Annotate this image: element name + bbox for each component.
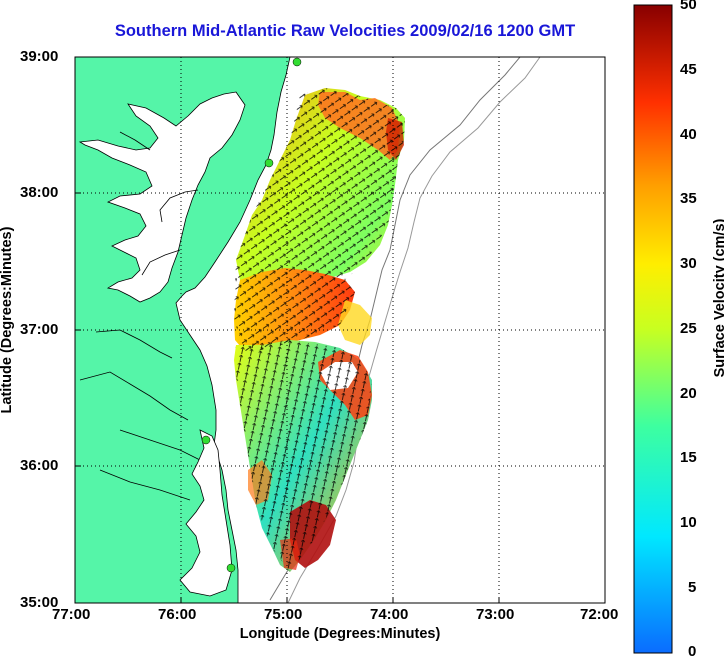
colorbar-tick-label: 15 [680, 449, 697, 466]
map-title: Southern Mid-Atlantic Raw Velocities 200… [114, 22, 576, 40]
pamlico-sound [179, 429, 233, 597]
grid-lines [75, 57, 605, 603]
colorbar-tick-label: 20 [680, 385, 697, 402]
velocity-vectors [234, 88, 405, 352]
river-inlet [79, 131, 201, 501]
x-tick-label: 72:00 [580, 606, 619, 623]
colorbar-tick-label: 50 [680, 0, 697, 13]
land-mass [75, 57, 291, 603]
colorbar-tick-label: 45 [680, 61, 697, 78]
colorbar-tick-label: 40 [680, 126, 697, 143]
bathymetry-contour [287, 57, 541, 603]
x-tick-label: 76:00 [158, 606, 197, 623]
y-axis-label: Latitude (Degrees:Minutes) [0, 226, 15, 414]
velocity-vectors [234, 340, 372, 572]
radar-station [201, 435, 211, 445]
y-tick-label: 35:00 [20, 594, 59, 611]
axis-ticks [75, 192, 500, 603]
colorbar-tick-label: 30 [680, 255, 697, 272]
colorbar-tick-label: 0 [688, 643, 697, 660]
y-tick-label: 36:00 [20, 457, 59, 474]
colorbar-tick-label: 10 [680, 514, 697, 531]
radar-station [292, 57, 302, 67]
y-tick-label: 39:00 [20, 48, 59, 65]
x-tick-label: 77:00 [52, 606, 91, 623]
colorbar-tick-label: 25 [680, 320, 697, 337]
y-tick-label: 38:00 [20, 184, 59, 201]
colorbar-label: Surface Velocity (cm/s) [712, 218, 724, 378]
radar-station [226, 563, 236, 573]
colorbar [633, 4, 673, 654]
x-tick-label: 75:00 [264, 606, 303, 623]
velocity-field [338, 300, 372, 345]
x-tick-label: 74:00 [370, 606, 409, 623]
x-tick-label: 73:00 [476, 606, 515, 623]
y-tick-label: 37:00 [20, 321, 59, 338]
radar-station [264, 158, 274, 168]
colorbar-tick-label: 5 [688, 579, 697, 596]
x-axis-label: Longitude (Degrees:Minutes) [239, 626, 441, 642]
chesapeake-bay [78, 91, 246, 303]
colorbar-tick-label: 35 [680, 190, 697, 207]
